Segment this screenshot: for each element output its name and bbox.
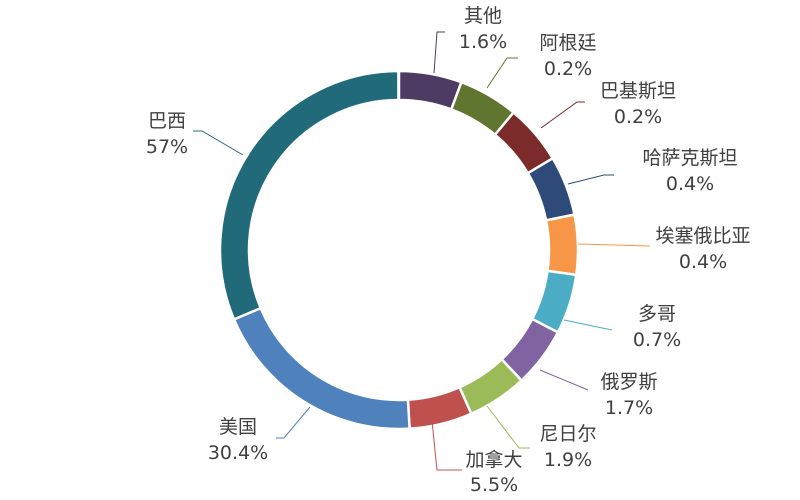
leader-lines xyxy=(193,31,651,471)
category-label-niger: 尼日尔 xyxy=(539,423,596,445)
leader-line-kazakhstan xyxy=(567,174,614,185)
slice-brazil xyxy=(218,69,400,322)
category-label-ethiopia: 埃塞俄比亚 xyxy=(655,225,750,247)
value-label-brazil: 57% xyxy=(146,136,188,158)
leader-line-usa xyxy=(276,406,311,439)
leader-line-other xyxy=(433,31,445,74)
value-label-canada: 5.5% xyxy=(470,474,518,496)
category-label-brazil: 巴西 xyxy=(148,110,186,132)
leader-line-russia xyxy=(539,369,589,391)
value-label-ethiopia: 0.4% xyxy=(679,251,727,273)
category-label-kazakhstan: 哈萨克斯坦 xyxy=(642,147,737,169)
slice-usa xyxy=(232,306,411,431)
value-label-russia: 1.7% xyxy=(605,397,653,419)
category-label-russia: 俄罗斯 xyxy=(600,371,657,393)
value-label-togo: 0.7% xyxy=(633,329,681,351)
value-label-kazakhstan: 0.4% xyxy=(666,173,714,195)
category-label-argentina: 阿根廷 xyxy=(539,32,596,54)
leader-line-niger xyxy=(486,405,530,449)
value-label-niger: 1.9% xyxy=(544,449,592,471)
slice-canada xyxy=(406,385,473,431)
value-label-argentina: 0.2% xyxy=(544,58,592,80)
category-label-canada: 加拿大 xyxy=(465,448,522,471)
value-label-other: 1.6% xyxy=(459,31,507,53)
leader-line-ethiopia xyxy=(577,243,651,247)
slice-ethiopia xyxy=(544,213,580,277)
leader-line-canada xyxy=(430,410,462,471)
category-label-pakistan: 巴基斯坦 xyxy=(600,80,676,102)
leader-line-argentina xyxy=(486,57,518,89)
leader-line-brazil xyxy=(193,130,244,156)
category-label-other: 其他 xyxy=(464,5,502,27)
value-label-usa: 30.4% xyxy=(208,442,268,464)
leader-line-togo xyxy=(563,319,613,331)
leader-line-pakistan xyxy=(540,101,585,129)
slices xyxy=(218,69,580,431)
category-label-togo: 多哥 xyxy=(638,303,676,325)
value-label-pakistan: 0.2% xyxy=(614,106,662,128)
category-label-usa: 美国 xyxy=(219,416,257,438)
slice-kazakhstan xyxy=(526,156,576,222)
slice-other xyxy=(397,69,464,112)
